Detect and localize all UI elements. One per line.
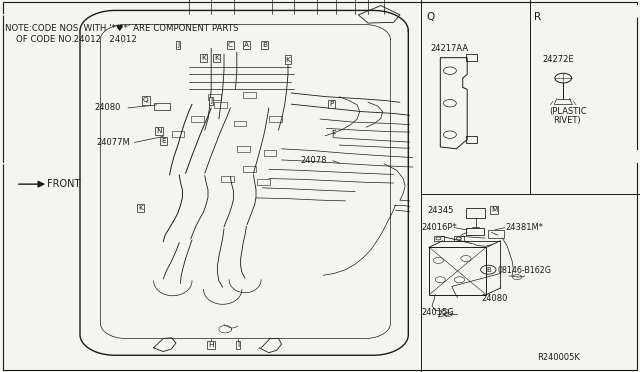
- Text: 24016P*: 24016P*: [421, 223, 457, 232]
- Bar: [257, 179, 270, 185]
- Text: R240005K: R240005K: [538, 353, 580, 362]
- Text: C: C: [228, 42, 233, 48]
- Bar: [243, 166, 256, 172]
- Bar: [234, 121, 246, 126]
- Bar: [269, 116, 282, 122]
- Text: RIVET): RIVET): [554, 116, 581, 125]
- Bar: [429, 247, 486, 295]
- Bar: [208, 94, 221, 100]
- Bar: [172, 131, 184, 137]
- Text: 08146-B162G: 08146-B162G: [498, 266, 552, 275]
- Text: 24217AA: 24217AA: [430, 44, 468, 53]
- Text: 24077M: 24077M: [96, 138, 130, 147]
- Text: Q: Q: [143, 97, 148, 103]
- Text: B: B: [486, 267, 491, 273]
- Polygon shape: [0, 140, 640, 164]
- Bar: [466, 228, 484, 235]
- Text: 24345: 24345: [428, 206, 454, 215]
- Text: J: J: [177, 42, 179, 48]
- Text: K: K: [138, 205, 143, 211]
- Text: (PLASTIC: (PLASTIC: [549, 107, 587, 116]
- Text: J: J: [210, 98, 212, 104]
- Text: Q: Q: [426, 12, 434, 22]
- Text: 24078: 24078: [301, 156, 327, 165]
- Text: K: K: [201, 55, 206, 61]
- Bar: [466, 136, 477, 143]
- Text: I: I: [237, 342, 239, 348]
- Text: H: H: [209, 342, 214, 348]
- Bar: [488, 230, 504, 238]
- Text: 24015G: 24015G: [421, 308, 454, 317]
- Text: B: B: [262, 42, 267, 48]
- Polygon shape: [0, 6, 640, 23]
- Bar: [237, 146, 250, 152]
- Bar: [191, 116, 204, 122]
- Text: FRONT: FRONT: [47, 179, 80, 189]
- Bar: [434, 236, 444, 241]
- Bar: [154, 103, 170, 110]
- Bar: [221, 176, 234, 182]
- Bar: [243, 92, 256, 98]
- Text: NOTE:CODE NOS. WITH '*♥*' ARE COMPONENT PARTS: NOTE:CODE NOS. WITH '*♥*' ARE COMPONENT …: [5, 24, 239, 33]
- Text: OF CODE NO.24012   24012: OF CODE NO.24012 24012: [5, 35, 137, 44]
- Text: K: K: [285, 57, 291, 62]
- Text: M: M: [491, 207, 497, 213]
- Text: A: A: [244, 42, 249, 48]
- Text: 24080: 24080: [481, 294, 508, 303]
- Text: F: F: [332, 130, 336, 139]
- Text: P: P: [330, 101, 333, 107]
- Text: E: E: [161, 138, 166, 144]
- Bar: [264, 150, 276, 156]
- Text: 24080: 24080: [94, 103, 120, 112]
- Bar: [466, 208, 485, 218]
- Bar: [466, 54, 477, 61]
- Bar: [454, 236, 464, 241]
- Text: R: R: [534, 12, 541, 22]
- Text: 24381M*: 24381M*: [506, 223, 543, 232]
- Text: 24272E: 24272E: [543, 55, 574, 64]
- Bar: [214, 102, 227, 108]
- Text: N: N: [156, 128, 161, 134]
- Text: K: K: [214, 55, 219, 61]
